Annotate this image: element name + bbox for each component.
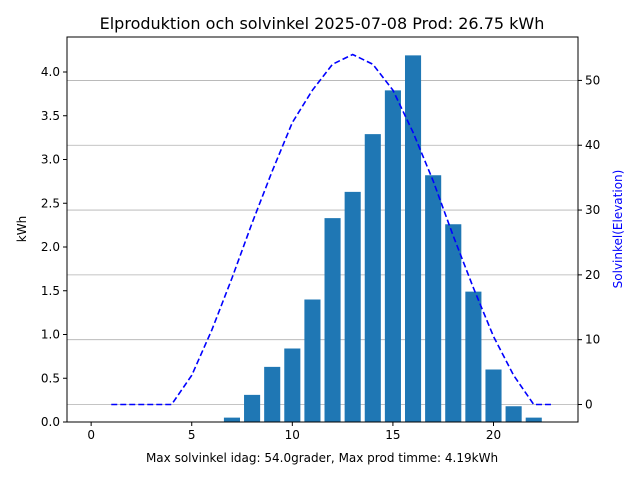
bar	[223, 417, 241, 422]
y-tick-label: 3.0	[41, 153, 60, 167]
y-tick-label: 1.5	[41, 284, 60, 298]
bar	[505, 406, 522, 422]
x-tick-label: 20	[486, 428, 501, 442]
elevation-line	[111, 53, 554, 406]
chart-title: Elproduktion och solvinkel 2025-07-08 Pr…	[100, 14, 545, 33]
y-tick-label: 0.0	[41, 415, 60, 429]
bar	[525, 417, 542, 422]
bar	[244, 394, 261, 422]
y-axis-right-ticks: 0 10 20 30 40 50	[578, 73, 600, 412]
x-tick-label: 15	[385, 428, 400, 442]
bar-series	[223, 55, 542, 422]
x-axis-ticks: 0 5 10 15 20	[87, 422, 501, 442]
bar	[304, 299, 321, 422]
y-axis-left-ticks: 0.0 0.5 1.0 1.5 2.0 2.5 3.0 3.5 4.0	[41, 65, 67, 429]
bar	[344, 191, 361, 422]
bar	[364, 134, 381, 422]
y-tick-label: 3.5	[41, 109, 60, 123]
y2-tick-label: 30	[585, 203, 600, 217]
y-axis-right-label: Solvinkel(Elevation)	[611, 170, 625, 289]
bar	[465, 291, 482, 422]
bar	[404, 55, 422, 422]
x-tick-label: 0	[87, 428, 95, 442]
x-tick-label: 10	[285, 428, 300, 442]
bar	[284, 348, 301, 422]
elevation-line-series	[111, 53, 554, 406]
gridlines	[67, 80, 578, 405]
bar	[425, 175, 442, 422]
bar	[324, 218, 341, 422]
x-axis-label: Max solvinkel idag: 54.0grader, Max prod…	[146, 451, 498, 465]
bar	[445, 224, 462, 422]
y-tick-label: 0.5	[41, 371, 60, 385]
bar	[264, 366, 281, 422]
y2-tick-label: 10	[585, 333, 600, 347]
y-tick-label: 1.0	[41, 328, 60, 342]
y2-tick-label: 20	[585, 268, 600, 282]
y2-tick-label: 40	[585, 138, 600, 152]
y2-tick-label: 0	[585, 398, 593, 412]
x-tick-label: 5	[188, 428, 196, 442]
bar	[485, 369, 502, 422]
bar	[384, 90, 401, 422]
plot-frame	[66, 36, 579, 423]
y-tick-label: 2.5	[41, 196, 60, 210]
y-tick-label: 2.0	[41, 240, 60, 254]
y-axis-left-label: kWh	[15, 216, 29, 242]
y2-tick-label: 50	[585, 73, 600, 87]
y-tick-label: 4.0	[41, 65, 60, 79]
